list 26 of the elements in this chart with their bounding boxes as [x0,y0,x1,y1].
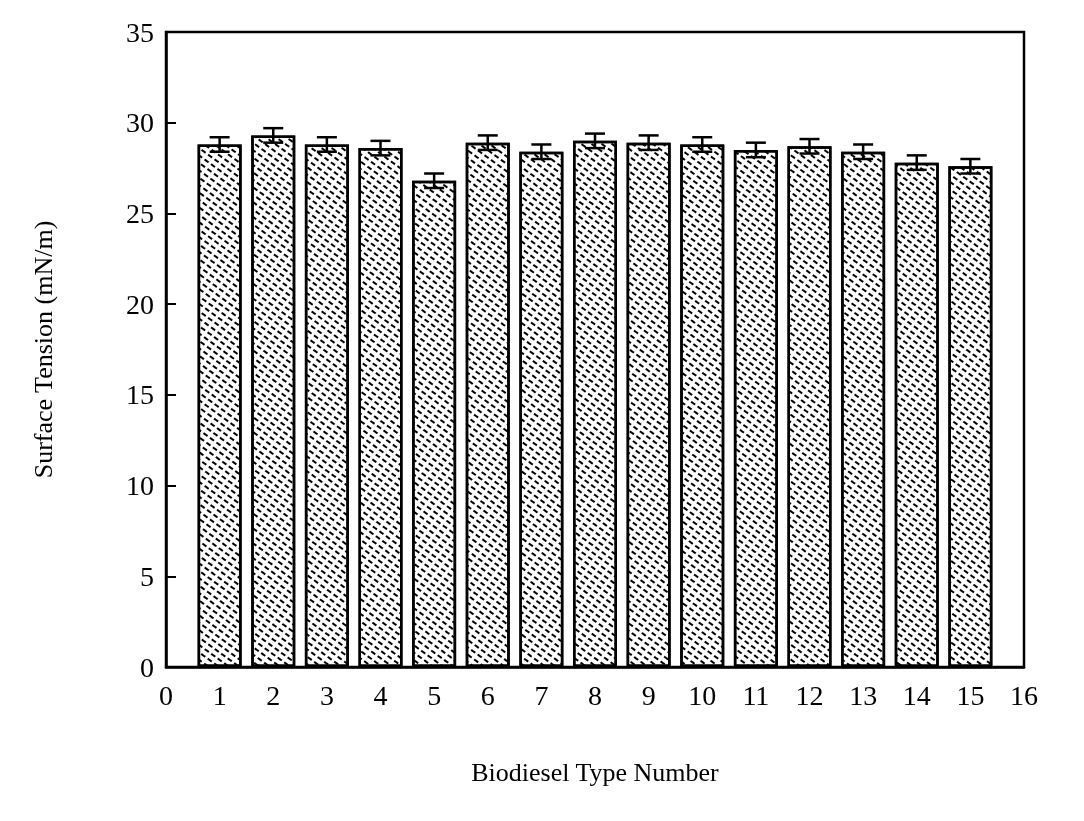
x-tick-label: 6 [480,679,495,711]
x-tick-label: 14 [902,679,931,711]
x-tick-label: 9 [641,679,656,711]
y-tick-label: 15 [126,379,154,411]
x-tick-label: 10 [688,679,717,711]
y-tick-label: 35 [126,16,154,48]
x-tick-label: 11 [742,679,770,711]
x-tick-label: 12 [795,679,824,711]
x-tick-label: 15 [956,679,985,711]
y-tick-label: 0 [140,651,154,683]
y-tick-label: 30 [126,107,154,139]
y-axis-title: Surface Tension (mN/m) [28,220,58,479]
x-tick-label: 2 [266,679,281,711]
x-tick-label: 7 [534,679,549,711]
x-tick-label: 8 [588,679,602,711]
x-tick-label: 3 [319,679,334,711]
x-tick-label: 5 [427,679,442,711]
y-tick-label: 25 [126,197,154,229]
x-tick-label: 4 [373,679,388,711]
y-tick-label: 20 [126,288,154,320]
y-tick-label: 5 [140,560,154,592]
x-tick-label: 1 [212,679,227,711]
x-tick-label: 16 [1010,679,1038,711]
x-tick-label: 13 [849,679,878,711]
y-tick-label: 10 [126,470,154,502]
x-axis-title: Biodiesel Type Number [471,757,720,787]
